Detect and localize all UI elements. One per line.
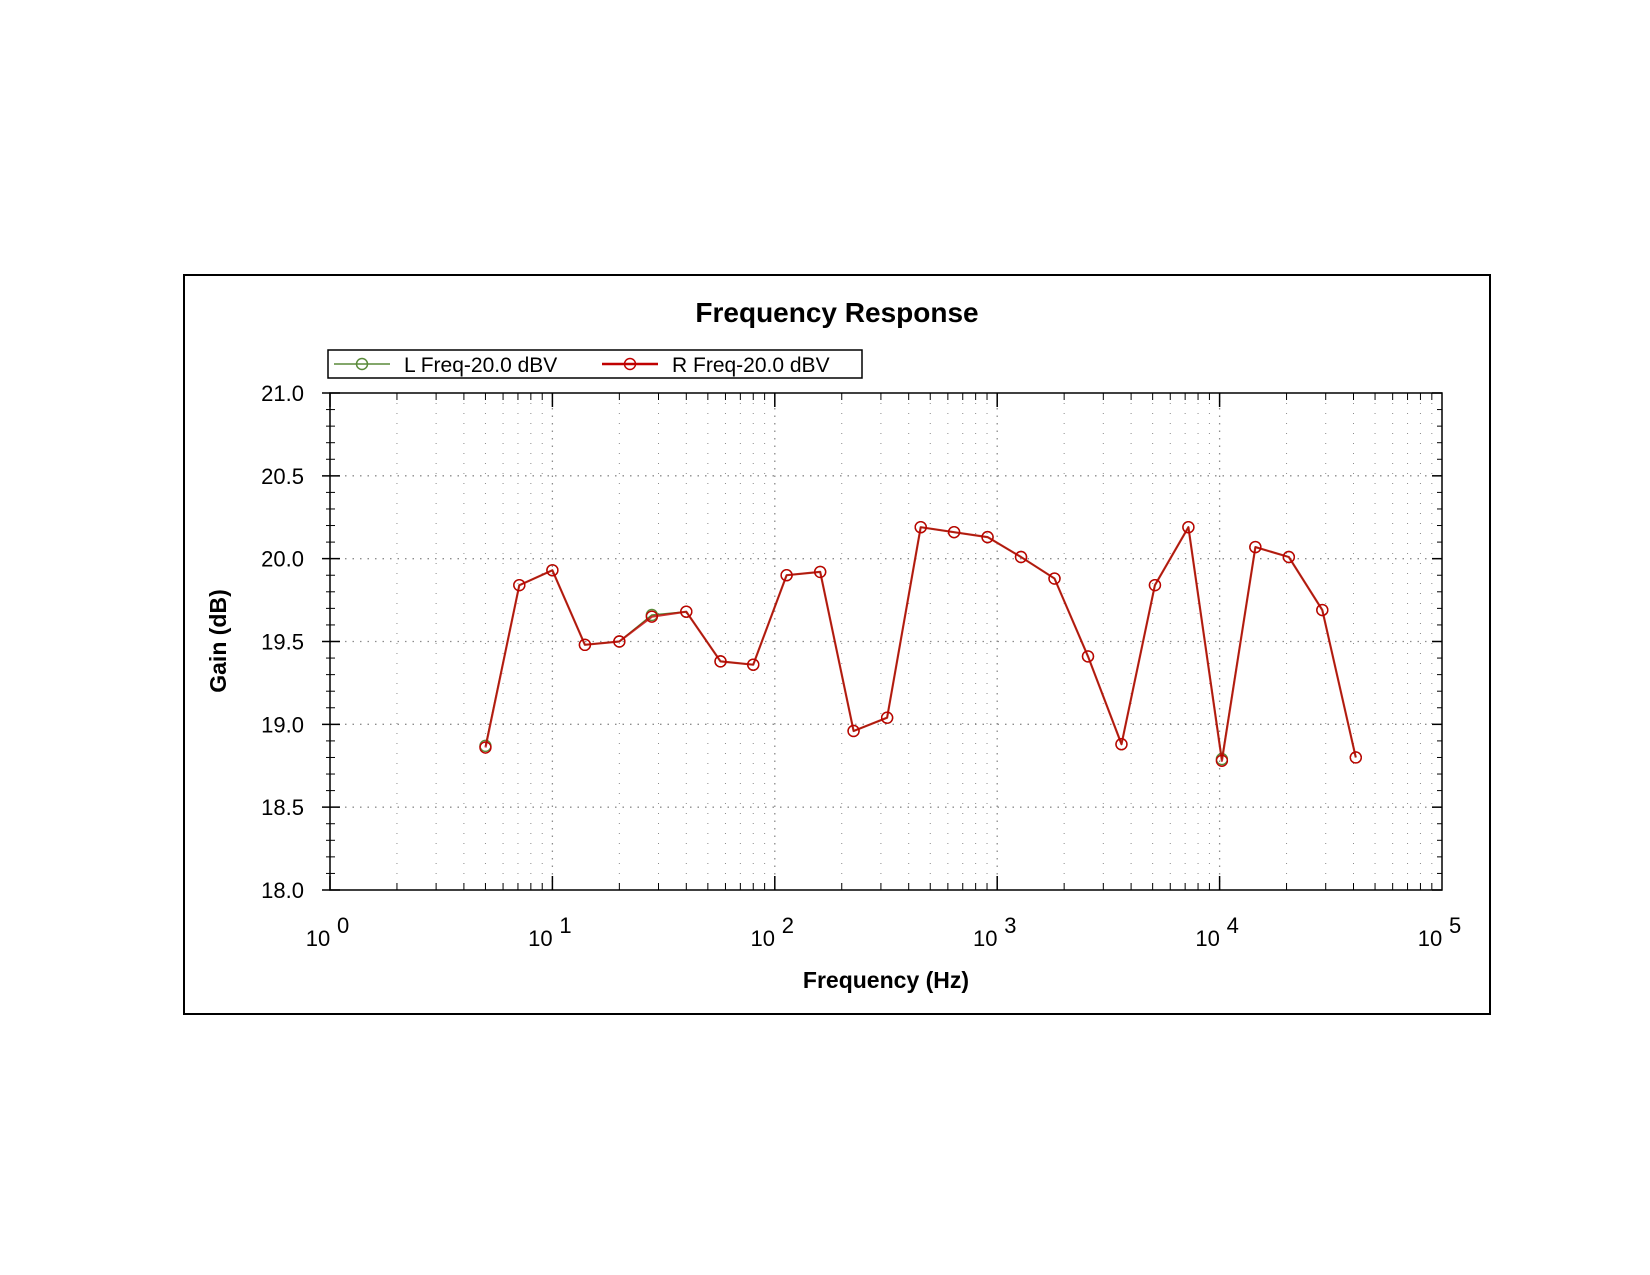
series-point-right: [981, 530, 994, 544]
x-axis-tick-labels: 10 0 10 1 10 2 10 3 10 4 10 5: [306, 913, 1461, 951]
series-point-right: [1249, 540, 1262, 554]
series-point-right: [1316, 603, 1329, 617]
series-point-right: [847, 724, 860, 738]
series-point-right: [479, 741, 492, 754]
series-point-right: [1349, 751, 1362, 764]
x-tick-label-exponent: 2: [782, 913, 794, 938]
series-point-right: [747, 658, 760, 671]
legend-swatch-right-marker: [623, 357, 637, 371]
series-layer: [479, 520, 1362, 767]
series-point-right: [1282, 550, 1296, 564]
legend-label-left: L Freq-20.0 dBV: [404, 354, 557, 377]
series-point-right: [1048, 572, 1061, 585]
y-tick-label: 20.5: [261, 464, 304, 489]
y-axis-tick-labels: 18.0 18.5 19.0 19.5 20.0 20.5 21.0: [261, 381, 304, 903]
grid: [330, 393, 1442, 890]
series-line-right: [484, 526, 1357, 762]
y-tick-label: 19.5: [261, 630, 304, 655]
series-point-right: [546, 564, 559, 577]
y-axis-title: Gain (dB): [205, 589, 231, 693]
series-point-right: [780, 569, 793, 582]
x-tick-label: 10: [306, 926, 330, 951]
series-point-right: [1014, 550, 1028, 564]
x-tick-label: 10: [751, 926, 775, 951]
x-tick-label: 10: [528, 926, 552, 951]
x-axis-title: Frequency (Hz): [803, 967, 969, 993]
y-tick-label: 18.0: [261, 878, 304, 903]
x-tick-label-exponent: 4: [1227, 913, 1239, 938]
series-point-right: [880, 711, 894, 724]
legend-label-right: R Freq-20.0 dBV: [672, 354, 830, 377]
series-point-right: [1148, 578, 1162, 592]
x-tick-label: 10: [973, 926, 997, 951]
series-point-right: [578, 638, 592, 652]
series-point-right: [680, 605, 693, 618]
y-tick-label: 18.5: [261, 795, 304, 820]
y-tick-label: 21.0: [261, 381, 304, 406]
x-tick-label-exponent: 3: [1004, 913, 1016, 938]
series-point-right: [1081, 650, 1095, 663]
x-tick-label-exponent: 5: [1449, 913, 1461, 938]
series-point-right: [714, 655, 727, 668]
series-point-right: [645, 610, 659, 623]
x-tick-label: 10: [1195, 926, 1219, 951]
chart-frame: [183, 274, 1491, 1015]
legend-box: [327, 349, 863, 379]
plot-area-border: [329, 392, 1443, 891]
chart-title: Frequency Response: [695, 297, 978, 328]
x-tick-label-exponent: 0: [337, 913, 349, 938]
series-point-right: [1215, 754, 1229, 767]
series-point-right: [1115, 738, 1128, 751]
series-point-right: [947, 525, 961, 539]
series-point-right: [613, 635, 626, 648]
x-tick-label: 10: [1418, 926, 1442, 951]
y-tick-label: 20.0: [261, 547, 304, 572]
x-tick-label-exponent: 1: [559, 913, 571, 938]
series-point-right: [813, 565, 827, 579]
y-tick-label: 19.0: [261, 712, 304, 737]
series-point-right: [513, 578, 526, 592]
series-point-right: [914, 520, 927, 534]
series-point-right: [1182, 520, 1195, 534]
legend-swatch-left-marker: [355, 357, 369, 371]
legend: L Freq-20.0 dBV R Freq-20.0 dBV: [327, 349, 863, 379]
